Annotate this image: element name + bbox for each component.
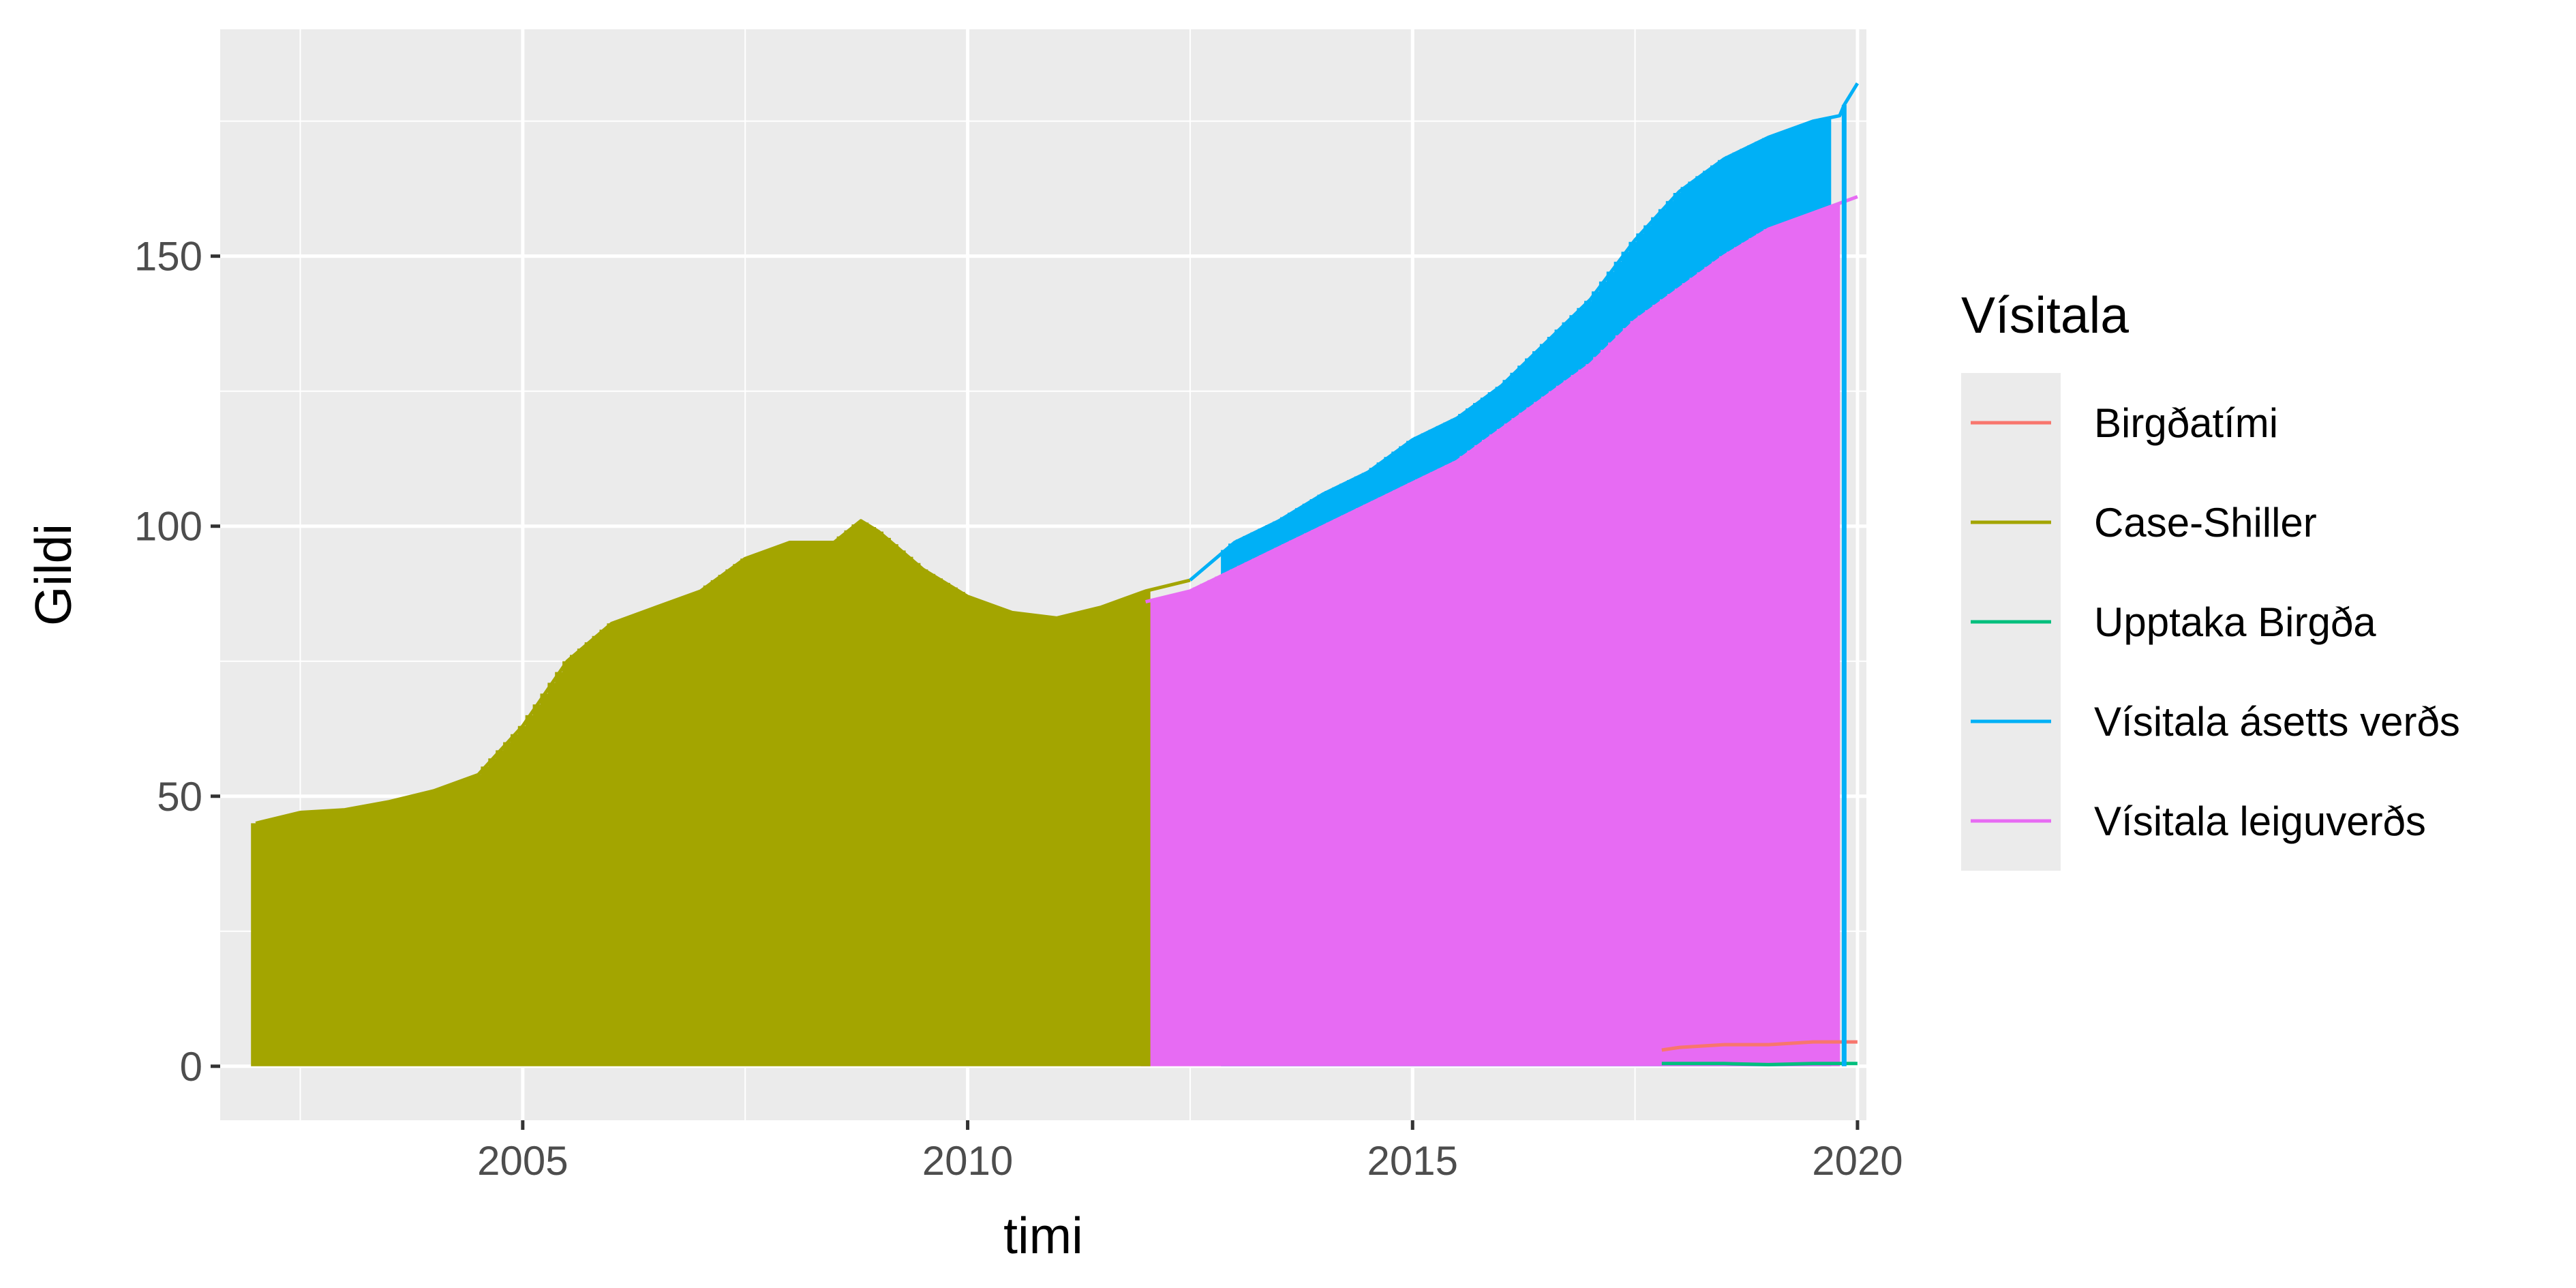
y-tick-label: 50: [157, 774, 202, 820]
y-tick-label: 150: [134, 234, 202, 280]
y-tick-label: 100: [134, 504, 202, 550]
axis-ticks: 2005 2010 2015 2020 0 50 100 150: [134, 234, 1903, 1184]
series-line-0: [1661, 1040, 1858, 1052]
x-tick-label: 2005: [477, 1138, 568, 1184]
x-axis-title: timi: [1003, 1207, 1083, 1264]
series-line-4: [1145, 195, 1858, 604]
legend-label-2: Upptaka Birgða: [2094, 599, 2376, 645]
x-tick-label: 2010: [922, 1138, 1013, 1184]
series-line-1: [255, 519, 1191, 825]
legend: Vísitala Birgðatími Case-Shiller Upptaka B…: [1961, 286, 2460, 871]
oscillation-bands: [251, 118, 1840, 1066]
legend-label-1: Case-Shiller: [2094, 500, 2317, 545]
x-tick-label: 2020: [1812, 1138, 1903, 1184]
band-case-shiller: [251, 522, 1151, 1066]
legend-label-4: Vísitala leiguverðs: [2094, 798, 2426, 844]
legend-label-0: Birgðatími: [2094, 400, 2278, 446]
legend-label-3: Vísitala ásetts verðs: [2094, 699, 2460, 745]
series-line-2: [1661, 1062, 1858, 1066]
series-lines: [255, 82, 1860, 1066]
y-tick-label: 0: [180, 1044, 202, 1090]
x-tick-label: 2015: [1367, 1138, 1458, 1184]
y-axis-title: Gildi: [25, 524, 82, 626]
legend-title: Vísitala: [1961, 286, 2129, 344]
series-line-3: [1189, 82, 1860, 582]
